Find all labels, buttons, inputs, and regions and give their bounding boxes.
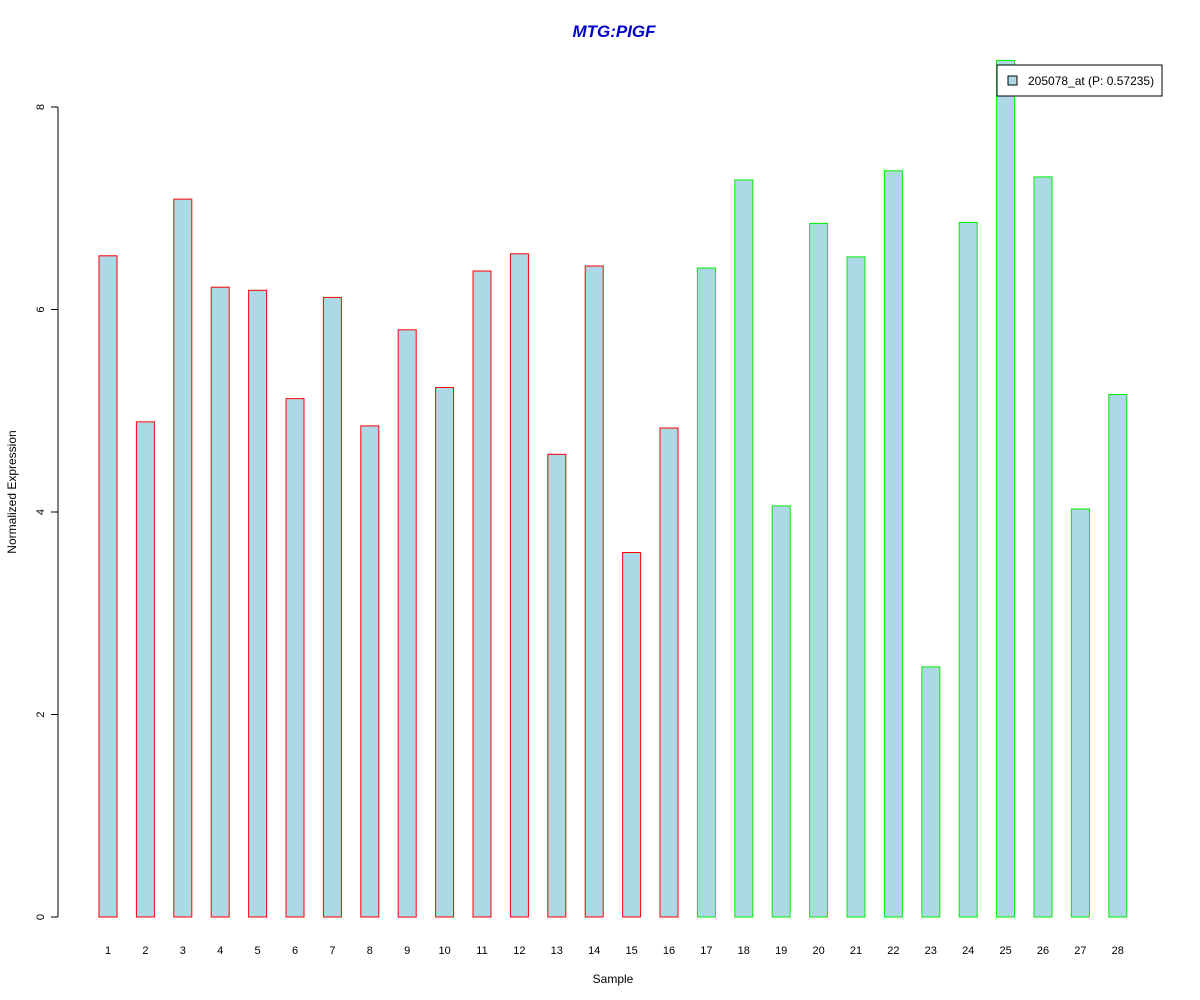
x-tick-label-24: 24 bbox=[962, 945, 974, 957]
legend: 205078_at (P: 0.57235) bbox=[996, 64, 1163, 97]
bar-sample-27 bbox=[1070, 508, 1090, 918]
bar-sample-4 bbox=[210, 286, 230, 918]
x-tick-label-15: 15 bbox=[625, 945, 637, 957]
bar-sample-28 bbox=[1108, 394, 1128, 918]
x-tick-label-4: 4 bbox=[217, 945, 223, 957]
bar-sample-14 bbox=[584, 265, 604, 918]
bar-sample-24 bbox=[958, 221, 978, 918]
x-tick-label-14: 14 bbox=[588, 945, 600, 957]
bar-sample-3 bbox=[173, 198, 193, 918]
bar-sample-6 bbox=[285, 398, 305, 918]
x-tick-label-12: 12 bbox=[513, 945, 525, 957]
x-tick-label-16: 16 bbox=[663, 945, 675, 957]
x-tick-label-20: 20 bbox=[812, 945, 824, 957]
y-axis: 0 2 4 6 8 bbox=[35, 104, 59, 920]
x-tick-label-10: 10 bbox=[438, 945, 450, 957]
bar-sample-19 bbox=[771, 505, 791, 918]
bar-sample-20 bbox=[809, 222, 829, 918]
legend-swatch bbox=[1007, 75, 1018, 86]
legend-entry-label: 205078_at (P: 0.57235) bbox=[1028, 74, 1154, 88]
x-tick-label-2: 2 bbox=[142, 945, 148, 957]
x-tick-label-3: 3 bbox=[180, 945, 186, 957]
x-tick-label-17: 17 bbox=[700, 945, 712, 957]
x-tick-label-5: 5 bbox=[255, 945, 261, 957]
x-tick-label-25: 25 bbox=[999, 945, 1011, 957]
x-axis-label: Sample bbox=[593, 972, 634, 986]
x-tick-label-19: 19 bbox=[775, 945, 787, 957]
bar-sample-18 bbox=[734, 179, 754, 918]
x-tick-label-11: 11 bbox=[476, 945, 487, 957]
bar-sample-5 bbox=[248, 289, 268, 918]
bar-sample-26 bbox=[1033, 176, 1053, 918]
x-tick-label-28: 28 bbox=[1112, 945, 1124, 957]
bar-sample-1 bbox=[98, 255, 118, 918]
x-tick-label-9: 9 bbox=[404, 945, 410, 957]
x-tick-label-22: 22 bbox=[887, 945, 899, 957]
y-tick-label-6: 6 bbox=[35, 306, 47, 312]
legend-box bbox=[996, 64, 1163, 97]
x-tick-label-8: 8 bbox=[367, 945, 373, 957]
bar-sample-21 bbox=[846, 256, 866, 918]
bar-sample-17 bbox=[696, 267, 716, 918]
bar-sample-16 bbox=[659, 427, 679, 918]
x-tick-label-26: 26 bbox=[1037, 945, 1049, 957]
chart-title: MTG:PIGF bbox=[572, 22, 656, 41]
y-tick-label-4: 4 bbox=[35, 509, 47, 515]
bar-sample-10 bbox=[435, 387, 455, 918]
x-tick-label-13: 13 bbox=[551, 945, 563, 957]
x-tick-label-18: 18 bbox=[738, 945, 750, 957]
bar-sample-8 bbox=[360, 425, 380, 918]
bar-sample-7 bbox=[322, 296, 342, 918]
x-tick-label-21: 21 bbox=[850, 945, 862, 957]
x-tick-label-6: 6 bbox=[292, 945, 298, 957]
bar-sample-11 bbox=[472, 270, 492, 918]
x-tick-label-1: 1 bbox=[105, 945, 111, 957]
x-tick-label-7: 7 bbox=[329, 945, 335, 957]
y-tick-label-2: 2 bbox=[35, 711, 47, 717]
bar-sample-13 bbox=[547, 453, 567, 918]
bar-sample-2 bbox=[135, 421, 155, 918]
bar-sample-25 bbox=[996, 59, 1016, 918]
bar-sample-12 bbox=[509, 253, 529, 918]
y-axis-label: Normalized Expression bbox=[5, 430, 19, 553]
y-tick-label-0: 0 bbox=[35, 914, 47, 920]
x-tick-label-23: 23 bbox=[925, 945, 937, 957]
bar-sample-15 bbox=[622, 552, 642, 918]
x-tick-label-27: 27 bbox=[1074, 945, 1086, 957]
bar-sample-22 bbox=[883, 170, 903, 918]
x-tick-labels: 1 2 3 4 5 6 7 8 9 10 11 12 13 14 15 16 17 18 19 20 21 22 23 24 2… bbox=[105, 945, 1124, 957]
y-tick-label-8: 8 bbox=[35, 104, 47, 110]
bar-sample-23 bbox=[921, 666, 941, 918]
bar-sample-9 bbox=[397, 329, 417, 918]
bars-group bbox=[98, 59, 1128, 918]
